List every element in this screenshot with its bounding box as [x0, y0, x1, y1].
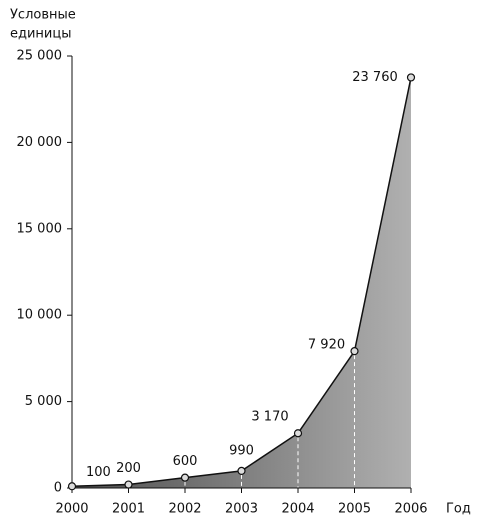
- point: [350, 347, 359, 356]
- point: [406, 73, 416, 82]
- x-tick-label: 2004: [281, 502, 314, 517]
- point: [124, 480, 133, 489]
- x-axis-label: Год: [446, 502, 471, 517]
- y-axis-label: Условные: [10, 8, 76, 23]
- point: [293, 429, 303, 438]
- x-tick-label: 2006: [394, 502, 427, 517]
- value-label: 990: [229, 443, 254, 458]
- x-tick-label: 2003: [225, 502, 258, 517]
- y-tick-label: 10 000: [17, 308, 63, 323]
- y-tick-label: 15 000: [17, 221, 63, 236]
- value-label: 23 760: [352, 70, 398, 85]
- x-tick-label: 2002: [168, 502, 201, 517]
- value-label: 600: [173, 454, 198, 469]
- point: [180, 473, 190, 482]
- point: [237, 466, 246, 475]
- point: [67, 482, 77, 491]
- value-label: 7 920: [308, 338, 345, 353]
- y-tick-label: 0: [54, 481, 62, 496]
- x-tick-label: 2005: [338, 502, 371, 517]
- x-tick-label: 2000: [55, 502, 88, 517]
- y-tick-label: 20 000: [17, 135, 63, 150]
- x-tick-label: 2001: [112, 502, 145, 517]
- y-tick-label: 5 000: [25, 394, 62, 409]
- y-axis-label: единицы: [10, 27, 72, 42]
- y-tick-label: 25 000: [17, 49, 63, 64]
- area: [72, 77, 411, 489]
- value-label: 3 170: [251, 410, 288, 425]
- value-label: 100: [86, 465, 111, 480]
- value-label: 200: [116, 461, 141, 476]
